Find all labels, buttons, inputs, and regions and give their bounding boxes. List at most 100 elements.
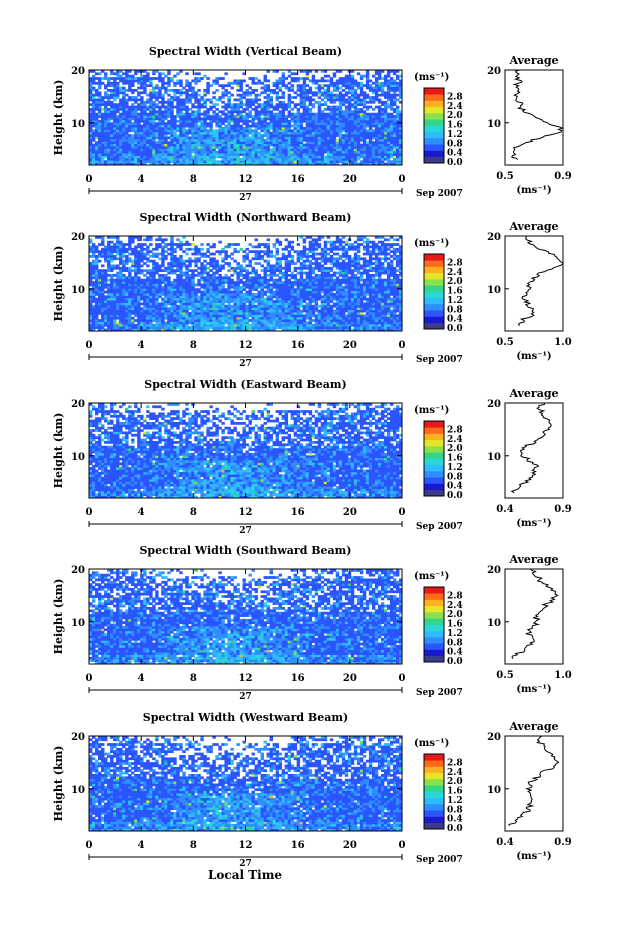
heatmap-cell [251,155,255,159]
heatmap-cell [263,293,267,296]
heatmap-cell [326,108,331,111]
heatmap-cell [266,162,270,166]
heatmap-cell [245,157,249,161]
heatmap-cell [146,129,150,133]
heatmap-cell [338,134,343,137]
heatmap-cell [383,312,388,315]
heatmap-cell [344,122,349,126]
heatmap-cell [335,110,340,114]
heatmap-cell [215,162,219,166]
heatmap-cell [341,302,346,306]
heatmap-cell [230,103,234,107]
heatmap-cell [257,98,261,102]
heatmap-cell [92,110,96,114]
heatmap-cell [146,138,150,142]
heatmap-cell [254,312,258,315]
heatmap-cell [131,148,135,152]
heatmap-cell [128,304,132,308]
heatmap-cell [92,131,96,135]
heatmap-cell [119,295,123,299]
heatmap-cell [317,131,322,135]
heatmap-cell [197,89,201,92]
heatmap-cell [152,119,156,123]
heatmap-cell [296,302,301,306]
heatmap-cell [107,321,111,325]
heatmap-cell [116,108,120,111]
heatmap-cell [311,127,316,130]
heatmap-cell [254,146,258,149]
heatmap-cell [137,115,141,118]
heatmap-cell [92,297,96,301]
heatmap-cell [266,297,270,301]
heatmap-cell [170,155,174,159]
heatmap-cell [269,134,273,137]
heatmap-cell [338,124,343,128]
heatmap-cell [371,89,376,92]
heatmap-cell [89,136,93,140]
heatmap-cell [290,321,295,325]
heatmap-cell [293,124,298,128]
heatmap-cell [374,321,379,325]
heatmap-cell [116,96,120,99]
heatmap-cell [386,96,391,99]
heatmap-cell [287,134,292,137]
heatmap-cell [143,79,147,83]
heatmap-cell [281,312,286,315]
heatmap-cell [362,103,367,107]
heatmap-cell [305,307,310,311]
heatmap-cell [344,309,349,313]
heatmap-cell [218,148,222,152]
heatmap-cell [341,153,346,156]
heatmap-cell [179,141,183,145]
heatmap-cell [218,119,222,123]
heatmap-cell [335,319,340,322]
heatmap-cell [251,293,255,296]
heatmap-cell [326,112,331,116]
heatmap-cell [218,136,222,140]
avg-x-label: (ms⁻¹) [516,185,551,196]
heatmap-cell [260,138,264,142]
heatmap-cell [254,323,258,327]
heatmap-cell [158,112,162,116]
heatmap-cell [89,124,93,128]
heatmap-cell [281,162,286,166]
heatmap-cell [260,157,264,161]
heatmap-cell [125,105,129,109]
heatmap-cell [257,316,261,320]
heatmap-cell [179,84,183,88]
heatmap-cell [311,309,316,313]
heatmap-cell [161,321,165,325]
heatmap-cell [119,146,123,149]
heatmap-cell [194,157,198,161]
heatmap-cell [227,295,231,299]
heatmap-cell [242,160,246,164]
heatmap-cell [302,160,307,164]
heatmap-cell [107,153,111,156]
heatmap-cell [296,131,301,135]
heatmap-cell [299,86,304,90]
heatmap-cell [335,309,340,313]
heatmap-cell [224,105,228,109]
heatmap-cell [317,312,322,315]
heatmap-cell [296,115,301,118]
heatmap-cell [143,91,147,95]
heatmap-cell [224,326,228,330]
heatmap-cell [317,316,322,320]
heatmap-cell [110,105,114,109]
heatmap-cell [224,138,228,142]
heatmap-cell [332,72,337,76]
heatmap-cell [308,103,313,107]
heatmap-cell [269,117,273,121]
heatmap-cell [269,309,273,313]
heatmap-cell [206,84,210,88]
heatmap-cell [230,143,234,147]
heatmap-cell [263,319,267,322]
heatmap-cell [110,300,114,303]
heatmap-cell [146,84,150,88]
heatmap-cell [176,160,180,164]
heatmap-cell [329,112,334,116]
heatmap-cell [167,112,171,116]
heatmap-cell [329,297,334,301]
heatmap-cell [305,115,310,118]
heatmap-cell [239,131,243,135]
